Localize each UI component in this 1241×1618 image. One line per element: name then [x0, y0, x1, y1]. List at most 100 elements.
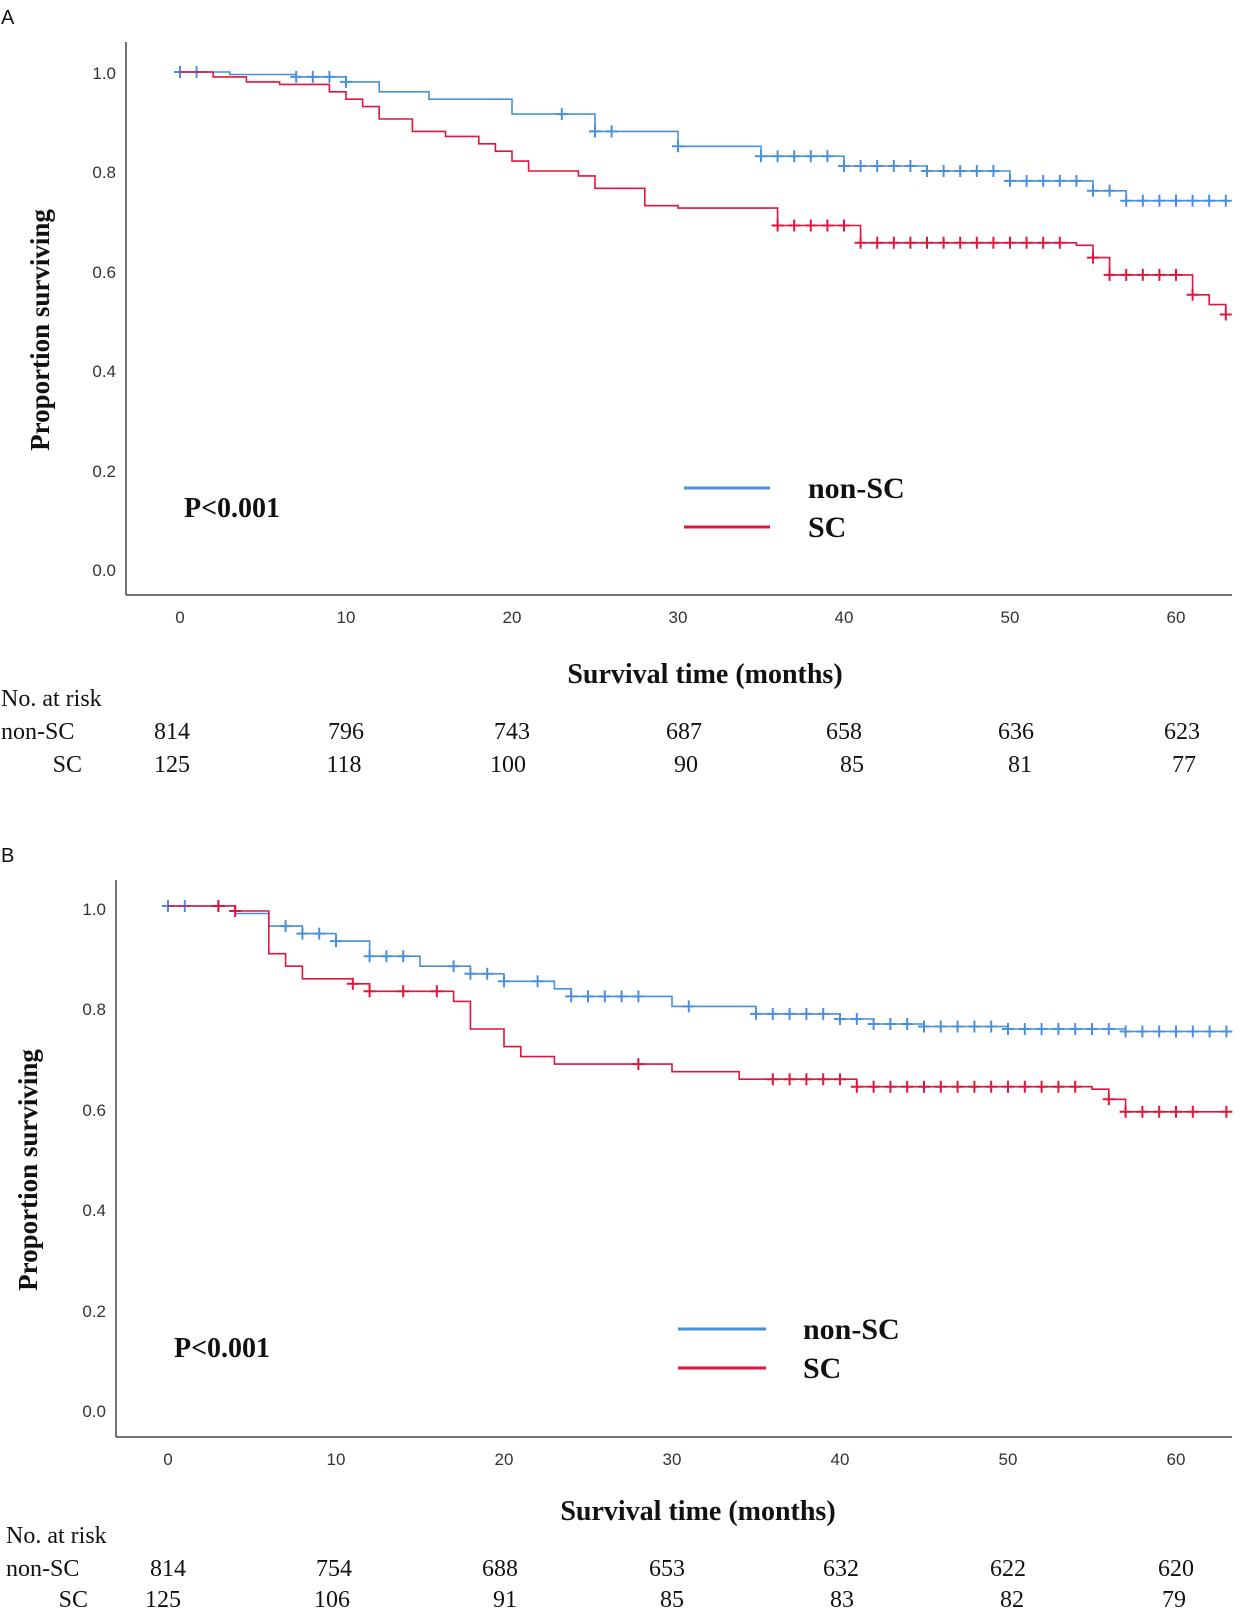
x-tick-label: 60 — [1167, 608, 1186, 627]
risk-count: 622 — [990, 1556, 1026, 1582]
censor-mark-sc — [834, 1073, 846, 1086]
censor-mark-non-sc — [1052, 1023, 1065, 1035]
censor-mark-non-sc — [481, 967, 494, 980]
censor-mark-sc — [1136, 268, 1149, 281]
censor-mark-non-sc — [565, 990, 578, 1003]
x-tick-label: 60 — [1167, 1450, 1186, 1469]
censor-mark-non-sc — [1170, 194, 1182, 207]
y-axis-title: Proportion surviving — [13, 1049, 43, 1291]
censor-mark-sc — [937, 236, 950, 249]
risk-count: 90 — [674, 752, 698, 778]
y-tick-label: 1.0 — [82, 900, 106, 919]
risk-count: 687 — [666, 719, 702, 745]
censor-mark-non-sc — [598, 990, 611, 1003]
censor-mark-non-sc — [1035, 1023, 1048, 1035]
censor-mark-non-sc — [672, 140, 684, 153]
censor-mark-sc — [430, 985, 443, 998]
censor-mark-non-sc — [850, 1013, 863, 1025]
panel-label: A — [1, 7, 15, 29]
censor-mark-sc — [804, 219, 817, 232]
legend-label: non-SC — [803, 1313, 900, 1346]
censor-mark-sc — [363, 985, 376, 998]
censor-mark-non-sc — [340, 75, 352, 88]
censor-mark-non-sc — [1203, 1025, 1216, 1038]
censor-mark-non-sc — [970, 165, 983, 177]
censor-mark-non-sc — [1136, 1025, 1149, 1038]
risk-row-label: non-SC — [1, 719, 74, 745]
y-tick-label: 0.2 — [92, 462, 116, 481]
x-tick-label: 10 — [327, 1450, 346, 1469]
p-value-annotation: P<0.001 — [174, 1333, 270, 1364]
censor-mark-sc — [1102, 1093, 1115, 1106]
risk-table: No. at risk non-SC SC 814 796 743 687 65… — [1, 686, 1200, 778]
censor-mark-sc — [1087, 251, 1099, 264]
censor-mark-non-sc — [904, 160, 917, 172]
censor-mark-non-sc — [867, 1018, 880, 1030]
risk-count: 796 — [328, 719, 364, 745]
censor-mark-sc — [788, 219, 801, 232]
risk-count: 636 — [998, 719, 1034, 745]
censor-mark-sc — [1069, 1080, 1082, 1093]
x-tick-label: 20 — [495, 1450, 514, 1469]
censor-mark-sc — [1053, 236, 1066, 249]
censor-mark-sc — [1002, 1080, 1014, 1093]
censor-mark-non-sc — [884, 1018, 897, 1030]
censor-mark-non-sc — [1119, 1025, 1132, 1038]
legend-label: non-SC — [808, 472, 905, 505]
censor-mark-non-sc — [1170, 1025, 1182, 1038]
censor-mark-non-sc — [1219, 194, 1232, 207]
risk-count: 814 — [150, 1556, 186, 1582]
censor-mark-sc — [1018, 1080, 1031, 1093]
x-axis-title: Survival time (months) — [567, 659, 842, 690]
censor-mark-non-sc — [921, 165, 933, 177]
censor-mark-non-sc — [954, 165, 967, 177]
censor-mark-non-sc — [804, 150, 817, 163]
censor-mark-non-sc — [306, 70, 319, 83]
censor-mark-non-sc — [1186, 1025, 1199, 1038]
x-tick-label: 30 — [669, 608, 688, 627]
censor-mark-sc — [968, 1080, 981, 1093]
panel-label: B — [1, 845, 14, 867]
risk-count: 106 — [314, 1587, 350, 1613]
censor-mark-sc — [632, 1058, 645, 1071]
censor-mark-non-sc — [632, 990, 645, 1003]
censor-mark-sc — [1103, 268, 1116, 281]
panel-b: B 0.0 0.2 0.4 0.6 0.8 1.0 0 10 20 30 40 … — [1, 845, 1233, 1613]
censor-mark-non-sc — [1020, 174, 1033, 187]
risk-count: 620 — [1158, 1556, 1194, 1582]
censor-mark-non-sc — [968, 1020, 981, 1033]
censor-mark-non-sc — [1103, 184, 1116, 197]
legend: non-SC SC — [684, 472, 905, 544]
censor-mark-non-sc — [871, 160, 884, 172]
y-tick-label: 0.8 — [82, 1000, 106, 1019]
censor-mark-sc — [1186, 288, 1199, 301]
censor-mark-non-sc — [800, 1007, 813, 1020]
censor-mark-non-sc — [1053, 174, 1066, 187]
survival-curve-non-sc — [168, 905, 1227, 1033]
risk-table-title: No. at risk — [6, 1523, 107, 1549]
censor-mark-sc — [800, 1073, 813, 1086]
censor-mark-sc — [1170, 268, 1182, 281]
censor-mark-non-sc — [279, 920, 292, 933]
censor-mark-non-sc — [1037, 174, 1050, 187]
legend-label: SC — [803, 1352, 841, 1385]
censor-mark-non-sc — [901, 1018, 914, 1030]
censor-mark-sc — [1035, 1080, 1048, 1093]
censor-mark-non-sc — [987, 165, 1000, 177]
censor-mark-sc — [212, 900, 225, 912]
risk-count: 688 — [482, 1556, 518, 1582]
risk-count: 623 — [1164, 719, 1200, 745]
legend-label: SC — [808, 511, 846, 544]
y-tick-label: 0.6 — [92, 263, 116, 282]
risk-count: 814 — [154, 719, 190, 745]
censor-mark-non-sc — [1018, 1023, 1031, 1035]
y-tick-label: 0.4 — [82, 1201, 106, 1220]
censor-mark-non-sc — [1102, 1023, 1115, 1035]
censor-mark-non-sc — [682, 1000, 695, 1013]
censor-mark-non-sc — [854, 160, 867, 172]
x-tick-label: 40 — [831, 1450, 850, 1469]
censor-mark-non-sc — [397, 950, 410, 963]
censor-mark-sc — [951, 1080, 964, 1093]
censor-mark-sc — [854, 236, 867, 249]
censor-mark-sc — [346, 977, 359, 990]
